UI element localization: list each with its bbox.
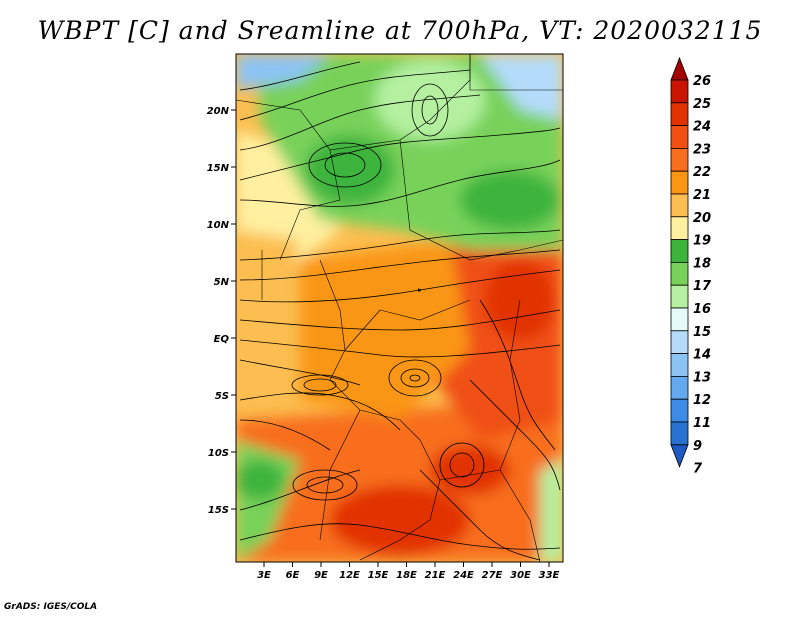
lon-tick-label: 18E	[396, 570, 417, 581]
streamlines	[239, 61, 561, 561]
colorbar-swatch	[670, 284, 689, 309]
longitude-axis: 3E 6E 9E 12E 15E 18E 21E 24E 27E 30E 33E	[257, 562, 560, 581]
colorbar-label: 20	[693, 211, 711, 226]
lat-tick-label: 10N	[207, 220, 230, 231]
lon-tick-label: 24E	[453, 570, 474, 581]
colorbar-top-arrow	[670, 56, 689, 81]
lon-tick-label: 15E	[368, 570, 389, 581]
lon-tick-label: 30E	[510, 570, 531, 581]
colorbar-label: 11	[693, 416, 711, 431]
colorbar-label: 22	[693, 165, 711, 180]
colorbar-swatch	[670, 375, 689, 400]
latitude-axis: 20N 15N 10N 5N EQ 5S 10S 15S	[207, 106, 236, 516]
colorbar-label: 23	[693, 142, 711, 157]
country-borders	[236, 54, 563, 562]
lat-tick-label: 5S	[215, 391, 229, 402]
colorbar-swatch	[670, 307, 689, 332]
colorbar-bottom-arrow	[670, 444, 689, 468]
colorbar-label: 25	[693, 97, 711, 112]
colorbar-label: 17	[693, 279, 712, 294]
colorbar-swatch	[670, 170, 689, 195]
colorbar-label: 16	[693, 302, 711, 317]
lat-tick-label: 20N	[207, 106, 230, 117]
lon-tick-label: 33E	[539, 570, 560, 581]
colorbar-label: 19	[693, 234, 711, 249]
colorbar-label: 18	[693, 256, 711, 271]
colorbar-label: 26	[693, 74, 711, 89]
lat-tick-label: 5N	[214, 277, 230, 288]
colorbar-swatch	[670, 261, 689, 286]
colorbar-label: 12	[693, 393, 711, 408]
colorbar-swatch	[670, 330, 689, 354]
colorbar-swatch	[670, 193, 689, 218]
lon-tick-label: 6E	[286, 570, 300, 581]
colorbar-swatch	[670, 102, 689, 127]
lon-tick-label: 9E	[314, 570, 328, 581]
colorbar-swatch	[670, 353, 689, 377]
lat-tick-label: 10S	[208, 448, 229, 459]
colorbar-swatch	[670, 239, 689, 263]
colorbar-swatch	[670, 125, 689, 149]
lat-tick-label: 15N	[207, 163, 230, 174]
lon-tick-label: 3E	[257, 570, 271, 581]
colorbar-label: 15	[693, 325, 711, 340]
credit-label: GrADS: IGES/COLA	[4, 602, 98, 612]
colorbar-label: 24	[693, 120, 711, 135]
colorbar-label: 14	[693, 348, 711, 363]
colorbar-label: 13	[693, 370, 711, 385]
colorbar-swatch	[670, 216, 689, 241]
chart-title: WBPT [C] and Sreamline at 700hPa, VT: 20…	[37, 16, 763, 45]
lon-tick-label: 27E	[482, 570, 503, 581]
colorbar-swatch	[670, 79, 689, 104]
lon-tick-label: 12E	[339, 570, 360, 581]
colorbar-label: 7	[693, 462, 703, 477]
colorbar-swatch	[670, 398, 689, 423]
colorbar-swatch	[670, 421, 689, 446]
colorbar-swatch	[670, 147, 689, 172]
colorbar: 26 25 24 23 22 21 20 19 18 17 16 15 14 13 12 11 9 7	[670, 56, 712, 477]
colorbar-label: 9	[693, 439, 702, 454]
lon-tick-label: 21E	[425, 570, 446, 581]
lat-tick-label: 15S	[208, 505, 229, 516]
colorbar-label: 21	[693, 188, 711, 203]
lat-tick-label: EQ	[214, 334, 230, 345]
map-frame	[235, 53, 564, 563]
temperature-field	[236, 54, 563, 562]
